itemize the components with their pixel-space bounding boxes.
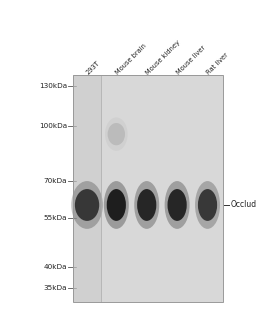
FancyBboxPatch shape bbox=[101, 75, 223, 302]
Text: Mouse liver: Mouse liver bbox=[175, 45, 207, 76]
Text: 70kDa: 70kDa bbox=[44, 178, 67, 184]
Text: Mouse brain: Mouse brain bbox=[115, 43, 148, 76]
Text: 293T: 293T bbox=[85, 60, 101, 76]
Ellipse shape bbox=[137, 189, 156, 221]
Ellipse shape bbox=[195, 181, 220, 229]
Ellipse shape bbox=[71, 181, 103, 229]
Ellipse shape bbox=[104, 181, 129, 229]
Text: 35kDa: 35kDa bbox=[44, 285, 67, 291]
Ellipse shape bbox=[134, 181, 159, 229]
Text: 55kDa: 55kDa bbox=[44, 215, 67, 221]
Text: 40kDa: 40kDa bbox=[44, 264, 67, 270]
Ellipse shape bbox=[165, 181, 190, 229]
Text: 100kDa: 100kDa bbox=[39, 123, 67, 129]
FancyBboxPatch shape bbox=[73, 75, 101, 302]
Ellipse shape bbox=[198, 189, 217, 221]
Ellipse shape bbox=[105, 118, 128, 151]
Bar bbox=[73, 75, 223, 302]
Ellipse shape bbox=[108, 123, 125, 145]
Text: Mouse kidney: Mouse kidney bbox=[145, 39, 182, 76]
Text: Rat liver: Rat liver bbox=[206, 52, 230, 76]
Text: 130kDa: 130kDa bbox=[39, 83, 67, 89]
Text: Occludin: Occludin bbox=[230, 201, 256, 210]
Ellipse shape bbox=[167, 189, 187, 221]
Ellipse shape bbox=[107, 189, 126, 221]
Ellipse shape bbox=[75, 189, 99, 221]
